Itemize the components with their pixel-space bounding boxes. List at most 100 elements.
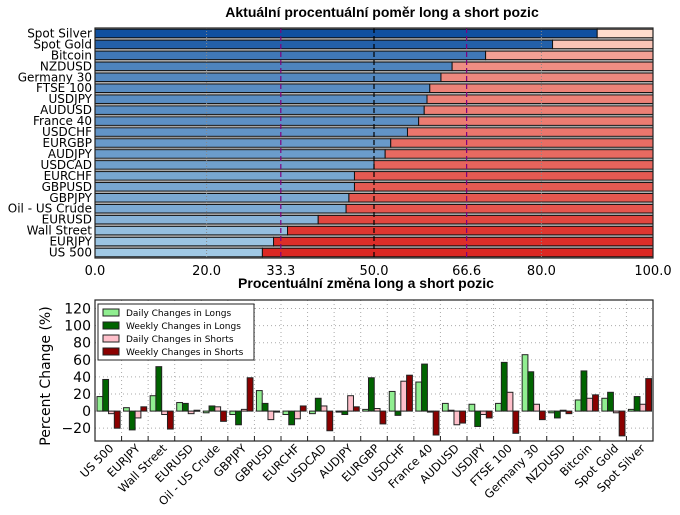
- change-bar: [406, 374, 413, 412]
- change-bar: [580, 370, 588, 412]
- y-tick-label: EURCHF: [44, 169, 93, 183]
- change-bar: [592, 394, 599, 412]
- short-bar: [552, 39, 654, 50]
- short-bar: [406, 127, 654, 137]
- long-bar: [94, 214, 319, 225]
- short-bar: [273, 236, 654, 247]
- short-bar: [390, 138, 654, 148]
- change-bar: [506, 391, 514, 412]
- short-bar: [353, 182, 654, 192]
- change-bar: [255, 390, 263, 412]
- change-bar: [415, 381, 423, 412]
- change-bar: [113, 410, 121, 429]
- x-tick-label: 100.0: [634, 264, 671, 279]
- change-bar: [309, 410, 316, 415]
- y-tick-label: EURJPY: [49, 235, 92, 249]
- change-bar: [618, 410, 626, 437]
- change-bar: [187, 410, 195, 415]
- short-bar: [317, 214, 654, 225]
- short-bar: [345, 203, 654, 214]
- long-bar: [94, 236, 275, 247]
- y-tick-label: Germany 30: [18, 70, 92, 84]
- change-bar: [639, 403, 647, 412]
- change-bar: [214, 406, 222, 412]
- change-bar: [220, 410, 227, 422]
- legend-label: Weekly Changes in Longs: [126, 322, 241, 332]
- change-bar: [208, 405, 216, 412]
- top-plot-frame: [94, 27, 654, 259]
- x-tick-label: 20.0: [192, 264, 221, 279]
- change-bar: [193, 409, 201, 412]
- long-bar: [94, 61, 453, 72]
- y-tick-label: 60: [73, 353, 91, 369]
- long-bar: [94, 83, 431, 94]
- change-bar: [441, 402, 449, 412]
- change-bar: [352, 406, 360, 412]
- long-bar: [94, 127, 408, 137]
- y-tick-label: EURGBP: [43, 136, 92, 150]
- y-tick-label: GBPJPY: [49, 191, 92, 205]
- legend-swatch: [102, 321, 120, 330]
- y-tick-label: 80: [73, 336, 91, 352]
- legend-label: Weekly Changes in Shorts: [126, 348, 244, 358]
- change-bar: [512, 410, 520, 434]
- change-bar: [468, 403, 476, 412]
- x-tick-label: 66.6: [452, 264, 481, 279]
- change-bar: [453, 410, 461, 426]
- change-bar: [166, 410, 174, 430]
- short-bar: [440, 72, 654, 83]
- change-bar: [149, 395, 157, 412]
- top-chart-x-tick-labels: 0.0 20.0 33.3 50.0 66.6 80.0 100.0: [85, 264, 672, 279]
- y-tick-label: USDJPY: [49, 92, 93, 106]
- short-bar: [451, 61, 654, 72]
- short-bar: [418, 116, 654, 126]
- change-bar: [400, 380, 408, 412]
- legend-swatch: [102, 347, 120, 356]
- change-bar: [480, 410, 487, 416]
- change-bar: [102, 378, 110, 412]
- y-tick-label: AUDUSD: [40, 103, 92, 117]
- long-bar: [94, 160, 375, 170]
- short-bar: [287, 225, 654, 236]
- y-tick-label: USDCHF: [42, 125, 92, 139]
- y-tick-label: NZDUSD: [40, 59, 92, 73]
- top-chart-plot: [94, 27, 654, 259]
- y-tick-label: 0: [82, 404, 91, 420]
- x-tick-label: 0.0: [85, 264, 106, 279]
- x-tick-label: 80.0: [527, 264, 556, 279]
- long-bar: [94, 50, 487, 61]
- change-bar: [485, 410, 493, 419]
- short-bar: [348, 192, 654, 203]
- long-bar: [94, 247, 263, 258]
- change-bar: [495, 402, 502, 412]
- long-bar: [94, 225, 289, 236]
- long-bar: [94, 39, 554, 50]
- change-bar: [586, 397, 594, 412]
- change-bar: [128, 410, 136, 431]
- y-tick-label: US 500: [49, 246, 92, 260]
- change-bar: [533, 403, 540, 412]
- short-bar: [373, 160, 654, 170]
- y-tick-label: USDCAD: [41, 158, 92, 172]
- change-bar: [559, 409, 567, 412]
- short-bar: [485, 50, 654, 61]
- long-bar: [94, 182, 355, 192]
- change-bar: [633, 396, 641, 412]
- change-bar: [548, 410, 555, 414]
- change-bar: [553, 410, 561, 419]
- y-tick-label: 20: [73, 387, 91, 403]
- change-bar: [235, 410, 242, 426]
- long-bar: [94, 203, 347, 214]
- long-bar: [94, 171, 355, 181]
- change-bar: [362, 408, 369, 412]
- bottom-chart-title: Procentuální změna long a short pozic: [238, 275, 494, 291]
- change-bar: [229, 410, 237, 416]
- change-bar: [176, 402, 183, 412]
- change-bar: [426, 410, 434, 413]
- change-bar: [574, 399, 582, 412]
- long-bar: [94, 28, 598, 39]
- change-bar: [565, 410, 573, 415]
